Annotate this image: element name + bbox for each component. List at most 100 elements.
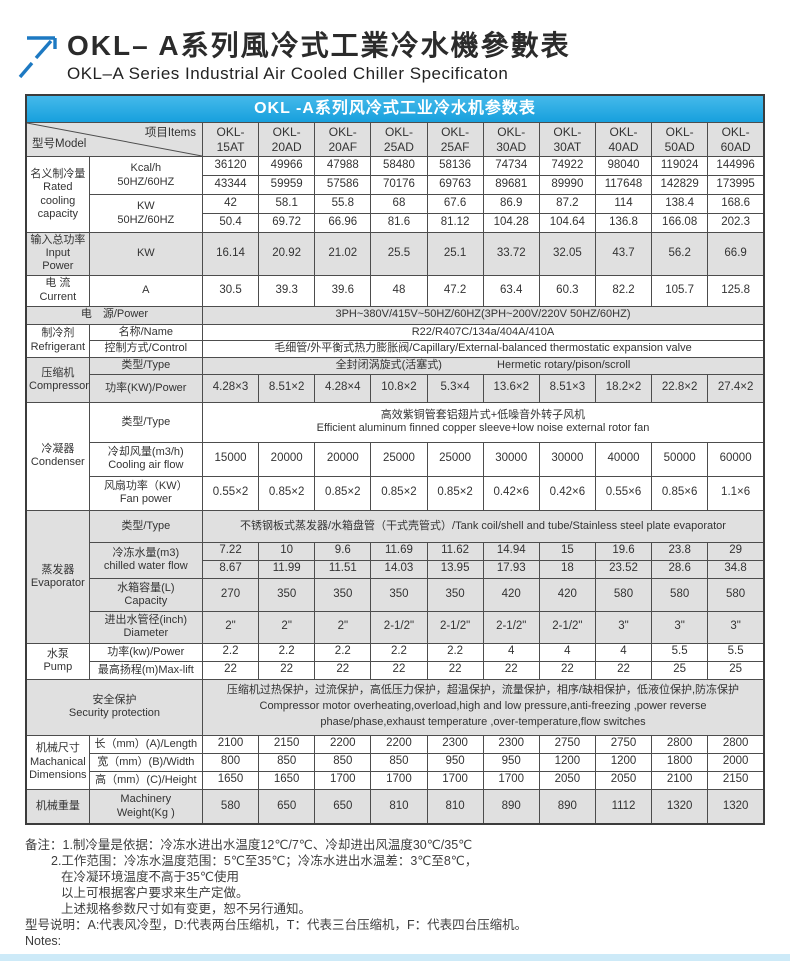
model-header-cell: OKL-25AD: [370, 122, 428, 157]
value-cell: 22: [482, 660, 540, 680]
value-cell: 810: [426, 788, 484, 825]
value-cell: 5.3×4: [426, 373, 484, 403]
value-cell: 2100: [651, 770, 709, 790]
model-header-cell: OKL-25AF: [426, 122, 484, 157]
chilled-water-50hz-row: 冷冻水量(m3) chilled water flow 7.22 10 9.6 11.…: [26, 541, 765, 579]
tank-capacity-label: 水箱容量(L) Capacity: [88, 577, 203, 612]
refrigerant-control-row: 控制方式/Control 毛细管/外平衡式热力膨胀阀/Capillary/Ext…: [26, 339, 765, 358]
value-cell: 20000: [258, 441, 316, 477]
value-cell: 47.2: [426, 274, 484, 307]
rated-cooling-label: 名义制冷量 Rated cooling capacity: [25, 156, 90, 233]
security-protection-row: 安全保护 Security protection 压缩机过热保护，过流保护，高低…: [25, 678, 765, 736]
value-cell: 270: [201, 577, 260, 612]
page-subtitle: OKL–A Series Industrial Air Cooled Chill…: [67, 64, 509, 83]
value-cell: 138.4: [651, 194, 709, 214]
value-cell: 2150: [258, 734, 316, 754]
model-header-cell: OKL-30AD: [482, 122, 540, 157]
value-cell: 22: [370, 660, 428, 680]
model-header-cell: OKL-40AD: [594, 122, 653, 157]
value-cell: 580: [651, 577, 709, 612]
value-cell: 86.9: [482, 194, 540, 214]
table-banner-title: OKL -A系列风冷式工业冷水机参数表: [25, 94, 765, 123]
value-cell: 10.8×2: [370, 373, 428, 403]
value-cell: 20.92: [258, 232, 316, 276]
value-cell: 56.2: [651, 232, 709, 276]
fan-power-label: 风扇功率（KW） Fan power: [88, 475, 203, 511]
value-cell: 2.2: [201, 642, 260, 662]
spec-table-wrap: OKL -A系列风冷式工业冷水机参数表 项目Items 型号Model OKL-…: [25, 94, 765, 826]
value-cell: 420: [538, 577, 596, 612]
value-cell: 2": [314, 610, 372, 644]
value-cell: 17.93: [482, 559, 540, 579]
height-row: 高（mm）(C)/Height 1650 1650 1700 1700 1700 1700…: [26, 770, 765, 790]
value-cell: 16.14: [201, 232, 260, 276]
refrigerant-label: 制冷剂 Refrigerant: [25, 323, 90, 358]
refrigerant-name-label: 名称/Name: [88, 323, 203, 341]
value-cell: 25.1: [426, 232, 484, 276]
note-line-6: 型号说明：A:代表风冷型，D:代表两台压缩机，T：代表三台压缩机，F：代表四台压…: [25, 918, 528, 933]
condenser-type-en: Efficient aluminum finned copper sleeve+…: [316, 422, 650, 435]
value-cell: 4.28×4: [314, 373, 372, 403]
value-cell: 74922: [538, 156, 596, 176]
value-cell: 22: [426, 660, 484, 680]
value-cell: 119024: [651, 156, 709, 176]
max-lift-row: 最高扬程(m)Max-lift 22 22 22 22 22 22 22 22 25 25: [26, 660, 765, 680]
refrigerant-name-value: R22/R407C/134a/404A/410A: [201, 323, 765, 341]
note-line-7: Notes:: [25, 934, 62, 949]
value-cell: 89990: [538, 175, 596, 195]
value-cell: 0.85×2: [258, 475, 316, 511]
value-cell: 104.64: [538, 213, 596, 233]
value-cell: 2-1/2": [426, 610, 484, 644]
banner-row: OKL -A系列风冷式工业冷水机参数表: [25, 94, 765, 123]
value-cell: 800: [201, 752, 260, 772]
arrow-up-right-icon: [13, 30, 63, 82]
value-cell: 2100: [201, 734, 260, 754]
value-cell: 58480: [370, 156, 428, 176]
value-cell: 1700: [426, 770, 484, 790]
value-cell: 117648: [594, 175, 653, 195]
weight-label-cn: 机械重量: [25, 788, 90, 825]
kw-50hz-row: KW 50HZ/60HZ 42 58.1 55.8 68 67.6 86.9 87.2 114…: [26, 194, 765, 233]
value-cell: 0.85×6: [651, 475, 709, 511]
value-cell: 50.4: [201, 213, 260, 233]
refrigerant-name-row: 制冷剂 Refrigerant 名称/Name R22/R407C/134a/4…: [25, 323, 765, 358]
value-cell: 30000: [482, 441, 540, 477]
value-cell: 2050: [538, 770, 596, 790]
value-cell: 850: [314, 752, 372, 772]
compressor-type-value: 全封闭涡旋式(活塞式) Hermetic rotary/pison/scroll: [201, 356, 765, 375]
value-cell: 59959: [258, 175, 316, 195]
value-cell: 3": [594, 610, 653, 644]
value-cell: 11.62: [426, 541, 484, 561]
value-cell: 13.6×2: [482, 373, 540, 403]
value-cell: 25: [707, 660, 765, 680]
evaporator-label: 蒸发器 Evaporator: [25, 509, 90, 644]
value-cell: 60.3: [538, 274, 596, 307]
compressor-label: 压缩机 Compressor: [25, 356, 90, 403]
input-power-label: 输入总功率 Input Power: [25, 232, 90, 276]
value-cell: 21.02: [314, 232, 372, 276]
value-cell: 1650: [201, 770, 260, 790]
pipe-diameter-row: 进出水管径(inch) Diameter 2" 2" 2" 2-1/2" 2-1/2" 2…: [26, 610, 765, 644]
compressor-power-row: 功率(KW)/Power 4.28×3 8.51×2 4.28×4 10.8×2 5.3…: [26, 373, 765, 403]
value-cell: 81.12: [426, 213, 484, 233]
value-cell: 104.28: [482, 213, 540, 233]
value-cell: 1320: [707, 788, 765, 825]
value-cell: 18: [538, 559, 596, 579]
value-cell: 2.2: [314, 642, 372, 662]
value-cell: 1700: [482, 770, 540, 790]
value-cell: 58.1: [258, 194, 316, 214]
value-cell: 2300: [426, 734, 484, 754]
value-cell: 13.95: [426, 559, 484, 579]
value-cell: 98040: [594, 156, 653, 176]
weight-label-en: Machinery Weight(Kg ): [88, 788, 203, 825]
kw-60hz-row: 50.4 69.72 66.96 81.6 81.12 104.28 104.64 136.8…: [26, 213, 765, 233]
evaporator-type-label: 类型/Type: [88, 509, 203, 543]
value-cell: 950: [426, 752, 484, 772]
value-cell: 1112: [594, 788, 653, 825]
value-cell: 47988: [314, 156, 372, 176]
value-cell: 125.8: [707, 274, 765, 307]
value-cell: 89681: [482, 175, 540, 195]
condenser-type-cn: 高效紫铜管套铝翅片式+低噪音外转子风机: [380, 409, 586, 422]
value-cell: 55.8: [314, 194, 372, 214]
dimensions-label: 机械尺寸 Machanical Dimensions: [25, 734, 90, 790]
